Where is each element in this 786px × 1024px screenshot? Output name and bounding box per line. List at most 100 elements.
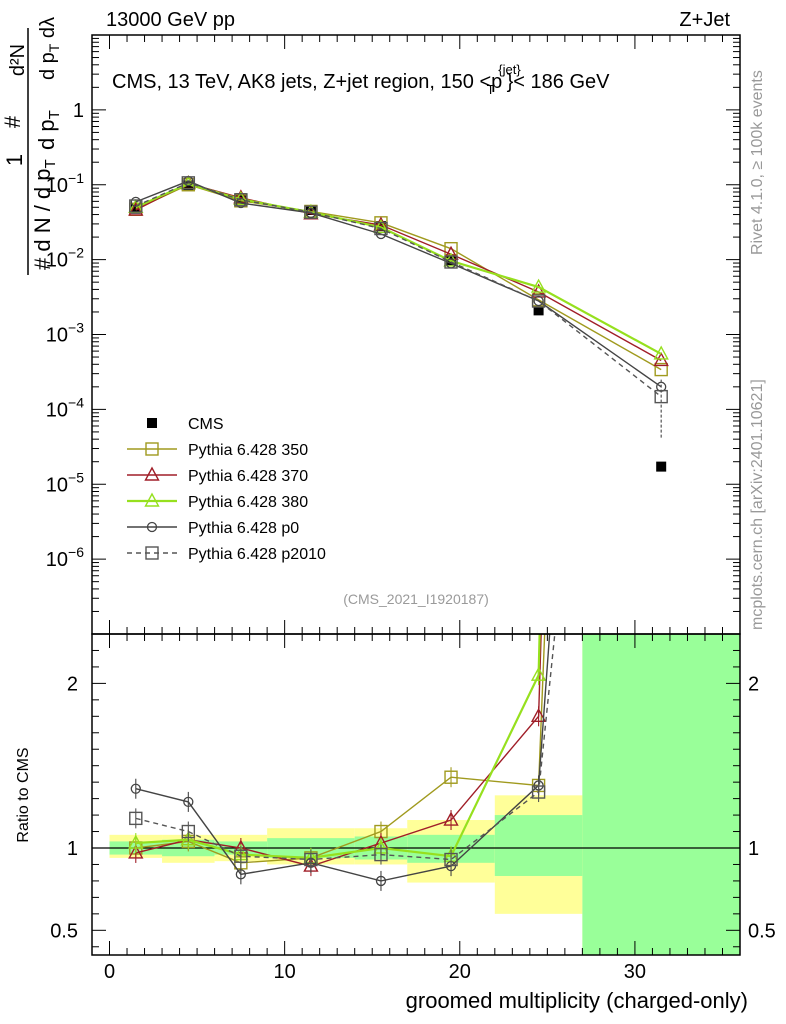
ratio-point-p2010-5 <box>444 852 458 867</box>
ratio-point-p0-0 <box>130 783 141 794</box>
main-line-p380 <box>135 182 662 355</box>
main-point-p2010-7 <box>654 389 668 404</box>
ytick-base-5: 10 <box>46 474 68 496</box>
ratio-ylabel: Ratio to CMS <box>15 747 32 842</box>
main-series-p380 <box>128 175 669 360</box>
main-point-p2010-6 <box>531 294 546 308</box>
main-series-p0 <box>130 175 667 392</box>
legend-marker-p370 <box>144 466 160 481</box>
ratio-uncertainty-bands <box>92 634 740 955</box>
ylabel-den: # d N / d pT <box>30 159 59 270</box>
ratio-line-p0 <box>135 634 551 882</box>
ratio-line-p2010 <box>135 634 556 861</box>
ratio-point-p0-4 <box>375 875 387 887</box>
ratio-point-p2010-2 <box>234 849 248 863</box>
x-axis-label: groomed multiplicity (charged-only) <box>406 988 748 1013</box>
ytick-base-1: 10 <box>46 175 68 197</box>
legend-item-p0: Pythia 6.428 p0 <box>127 520 299 537</box>
ratio-point-p2010-1 <box>181 824 196 839</box>
ratio-point-p370-5 <box>443 811 459 826</box>
ylabel-frac3-den-tail: dλ <box>37 17 59 44</box>
main-point-p0-2 <box>235 197 247 209</box>
ytick-exp-3: −3 <box>68 320 84 336</box>
plot-title-main: CMS, 13 TeV, AK8 jets, Z+jet region, 150… <box>112 71 502 93</box>
ratio-point-p0-1 <box>183 796 194 808</box>
main-point-p2010-2 <box>234 193 248 207</box>
main-ylabel: 1 # d N / d pT # d pT d²N d pT dλ <box>0 17 63 275</box>
ytick-exp-1: −1 <box>68 170 84 186</box>
ytick-label-2: 10−2 <box>46 245 84 272</box>
analysis-watermark: (CMS_2021_I1920187) <box>343 591 489 607</box>
xtick-label-30: 30 <box>624 961 646 983</box>
xtick-label-20: 20 <box>449 961 471 983</box>
rtick-label-left-0: 0.5 <box>50 920 78 942</box>
ylabel-frac3-den-text: d p <box>37 52 59 80</box>
ytick-label-3: 10−3 <box>46 320 84 347</box>
ratio-frame <box>91 633 741 956</box>
main-point-cms-7 <box>656 461 667 472</box>
ytick-label-1: 10−1 <box>46 170 84 197</box>
ytick-exp-5: −5 <box>68 469 84 485</box>
ratio-point-p370-0 <box>128 844 144 859</box>
main-point-cms-3 <box>305 205 316 216</box>
ytick-exp-4: −4 <box>68 394 84 410</box>
ylabel-frac3-den: d pT dλ <box>37 17 62 80</box>
ratio-series-p370 <box>128 634 547 877</box>
ylabel-frac3-num: d²N <box>7 44 29 76</box>
rivet-label: Rivet 4.1.0, ≥ 100k events <box>749 70 766 255</box>
main-line-p370 <box>135 182 662 362</box>
rtick-label-right-2: 2 <box>748 673 759 695</box>
legend-marker-cms <box>147 418 157 428</box>
mcplots-label: mcplots.cern.ch [arXiv:2401.10621] <box>749 379 766 630</box>
ratio-line-p350 <box>135 634 546 864</box>
legend: CMS Pythia 6.428 350 Pythia 6.428 370 Pythi… <box>127 416 326 563</box>
main-point-p350-7 <box>654 362 668 377</box>
ylabel-num: 1 <box>2 154 27 166</box>
main-point-p380-6 <box>530 278 547 293</box>
header-left: 13000 GeV pp <box>106 9 235 31</box>
legend-label-cms: CMS <box>188 416 224 433</box>
legend-label-p0: Pythia 6.428 p0 <box>188 520 299 537</box>
ytick-exp-2: −2 <box>68 245 84 261</box>
legend-item-p380: Pythia 6.428 380 <box>127 492 308 511</box>
main-point-p2010-5 <box>444 255 458 269</box>
legend-item-p2010: Pythia 6.428 p2010 <box>127 546 326 563</box>
ylabel-frac2-den-text: d p <box>34 119 59 150</box>
ylabel-frac2-den-sub: T <box>46 110 63 119</box>
main-point-p0-6 <box>533 295 544 307</box>
ratio-point-p380-6 <box>530 666 547 681</box>
main-point-p370-0 <box>128 201 144 216</box>
ratio-series <box>128 634 556 891</box>
legend-label-p370: Pythia 6.428 370 <box>188 468 308 485</box>
ylabel-frac3-den-sub: T <box>46 43 62 52</box>
ratio-point-p2010-4 <box>374 847 388 862</box>
ytick-label-6: 10−6 <box>46 544 84 571</box>
legend-marker-p2010 <box>145 546 159 560</box>
ratio-point-p380-1 <box>180 831 196 846</box>
main-point-p2010-1 <box>181 176 196 190</box>
rtick-label-left-2: 2 <box>67 673 78 695</box>
xtick-label-0: 0 <box>104 961 115 983</box>
main-line-p0 <box>135 180 662 388</box>
main-point-p0-0 <box>130 196 141 208</box>
main-point-p2010-0 <box>129 199 143 213</box>
ratio-point-p380-0 <box>128 834 144 849</box>
rtick-label-right-1: 1 <box>748 838 759 860</box>
ratio-series-p380 <box>128 634 547 868</box>
main-line-p350 <box>135 184 662 371</box>
plot-title-tail: }< 186 GeV <box>507 71 611 93</box>
main-point-p2010-4 <box>374 221 388 236</box>
plot-title-sup: {jet} <box>498 62 521 77</box>
main-point-cms-4 <box>375 221 386 232</box>
ylabel-frac2-den: d pT <box>34 110 63 150</box>
ytick-base-4: 10 <box>46 399 68 421</box>
legend-item-p350: Pythia 6.428 350 <box>127 442 308 459</box>
main-frame <box>91 34 741 635</box>
ratio-point-p2010-3 <box>304 852 318 867</box>
legend-marker-p380 <box>144 492 160 507</box>
plot-title: CMS, 13 TeV, AK8 jets, Z+jet region, 150… <box>112 62 610 97</box>
main-point-p0-3 <box>305 207 317 219</box>
ratio-point-p2010-0 <box>129 811 143 826</box>
